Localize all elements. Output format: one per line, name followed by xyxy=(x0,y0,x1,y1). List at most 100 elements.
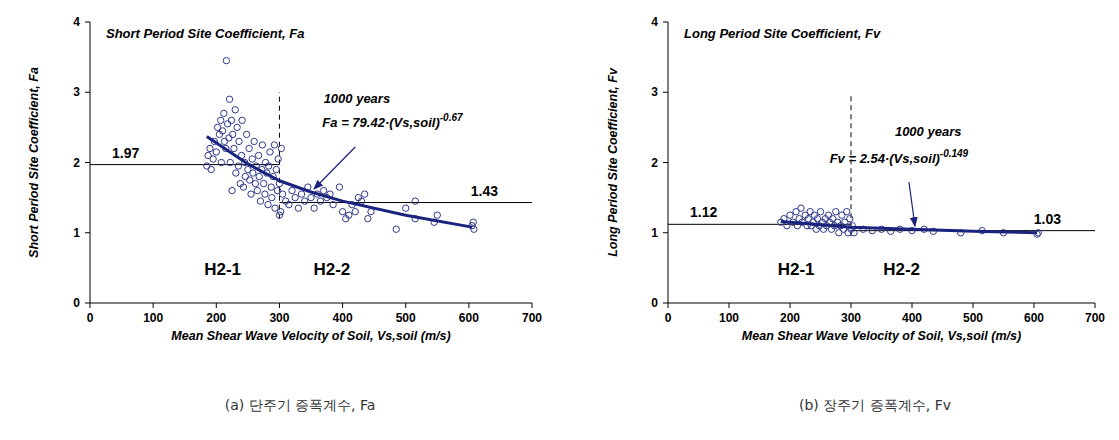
level-label: 1.12 xyxy=(690,204,717,220)
data-point xyxy=(243,131,249,137)
data-point xyxy=(798,205,804,211)
data-point xyxy=(361,191,367,197)
x-tick-label: 0 xyxy=(665,311,672,325)
data-point xyxy=(219,128,225,134)
data-point xyxy=(352,208,358,214)
level-label: 1.03 xyxy=(1034,211,1061,227)
data-point xyxy=(265,163,271,169)
data-point xyxy=(268,184,274,190)
data-point xyxy=(260,180,266,186)
data-point xyxy=(259,142,265,148)
y-tick xyxy=(663,232,668,233)
data-point xyxy=(844,208,850,214)
data-point xyxy=(255,152,261,158)
data-point xyxy=(221,138,227,144)
y-tick-label: 4 xyxy=(73,15,80,29)
x-tick xyxy=(1095,303,1096,308)
x-axis-label: Mean Shear Wave Velocity of Soil, Vs,soi… xyxy=(742,329,1021,343)
x-tick-label: 400 xyxy=(902,311,922,325)
equation-exponent: -0.149 xyxy=(940,148,969,159)
y-tick-label: 2 xyxy=(73,156,80,170)
plot-area xyxy=(90,57,532,232)
y-tick xyxy=(85,162,90,163)
data-point xyxy=(224,121,230,127)
x-tick-label: 100 xyxy=(143,311,163,325)
x-axis xyxy=(668,303,1095,304)
x-tick-label: 400 xyxy=(333,311,353,325)
equation: Fv = 2.54·(Vs,soil)-0.149 xyxy=(830,148,969,166)
data-point xyxy=(269,194,275,200)
title: Long Period Site Coefficient, Fv xyxy=(684,26,881,41)
data-point xyxy=(236,138,242,144)
data-point xyxy=(833,208,839,214)
x-tick xyxy=(668,303,669,308)
fit-curve xyxy=(781,222,1037,233)
data-point xyxy=(339,208,345,214)
equation: Fa = 79.42·(Vs,soil)-0.67 xyxy=(322,112,463,130)
x-axis xyxy=(90,303,532,304)
x-tick xyxy=(279,303,280,308)
x-tick-label: 300 xyxy=(841,311,861,325)
data-point xyxy=(207,145,213,151)
data-point xyxy=(787,212,793,218)
data-point xyxy=(221,110,227,116)
x-tick xyxy=(1034,303,1035,308)
data-point xyxy=(240,184,246,190)
data-point xyxy=(213,149,219,155)
x-tick xyxy=(342,303,343,308)
y-tick xyxy=(85,232,90,233)
data-point xyxy=(817,208,823,214)
figure: 010020030040050060070001234Mean Shear Wa… xyxy=(0,0,1119,440)
data-point xyxy=(434,212,440,218)
data-point xyxy=(239,117,245,123)
data-point xyxy=(218,159,224,165)
x-tick-label: 500 xyxy=(963,311,983,325)
data-point xyxy=(807,208,813,214)
x-tick xyxy=(405,303,406,308)
data-point xyxy=(230,131,236,137)
y-tick-label: 4 xyxy=(651,15,658,29)
x-tick-label: 200 xyxy=(780,311,800,325)
x-tick xyxy=(532,303,533,308)
data-point xyxy=(286,201,292,207)
y-tick-label: 3 xyxy=(651,85,658,99)
equation-base: Fv = 2.54·(Vs,soil) xyxy=(830,151,940,166)
data-point xyxy=(254,187,260,193)
x-tick-label: 200 xyxy=(206,311,226,325)
chart: 010020030040050060070001234Mean Shear Wa… xyxy=(606,15,1105,413)
data-point xyxy=(292,194,298,200)
data-point xyxy=(317,198,323,204)
x-tick-label: 0 xyxy=(87,311,94,325)
data-point xyxy=(267,149,273,155)
x-tick xyxy=(216,303,217,308)
data-point xyxy=(308,194,314,200)
data-point xyxy=(242,173,248,179)
x-tick-label: 600 xyxy=(1024,311,1044,325)
y-tick xyxy=(85,22,90,23)
x-tick-label: 700 xyxy=(1085,311,1105,325)
data-point xyxy=(210,156,216,162)
annotation: 1000 years xyxy=(895,124,962,139)
x-tick-label: 700 xyxy=(522,311,542,325)
x-tick-label: 600 xyxy=(459,311,479,325)
data-point xyxy=(233,170,239,176)
y-tick xyxy=(663,92,668,93)
x-tick xyxy=(790,303,791,308)
y-tick-label: 0 xyxy=(73,296,80,310)
x-tick xyxy=(468,303,469,308)
data-point xyxy=(218,117,224,123)
x-tick-label: 500 xyxy=(396,311,416,325)
data-point xyxy=(246,145,252,151)
caption: (b) 장주기 증폭계수, Fv xyxy=(799,397,951,413)
x-tick-label: 100 xyxy=(719,311,739,325)
data-point xyxy=(251,138,257,144)
x-tick xyxy=(912,303,913,308)
data-point xyxy=(301,198,307,204)
data-point xyxy=(232,107,238,113)
zone-label: H2-1 xyxy=(204,260,241,279)
data-point xyxy=(470,219,476,225)
caption: (a) 단주기 증폭계수, Fa xyxy=(225,397,376,413)
level-label: 1.97 xyxy=(112,145,139,161)
zone-label: H2-2 xyxy=(883,260,920,279)
data-point xyxy=(289,187,295,193)
